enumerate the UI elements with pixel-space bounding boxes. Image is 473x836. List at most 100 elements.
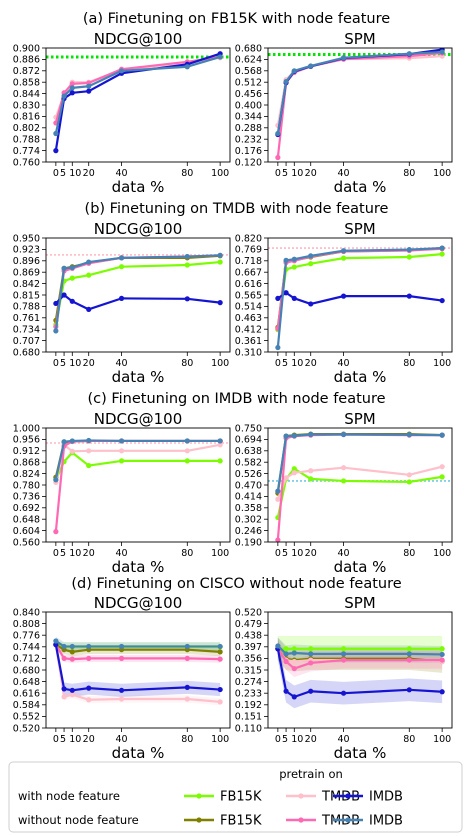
series-line bbox=[276, 465, 443, 500]
y-tick-label: 0.565 bbox=[235, 290, 262, 301]
x-tick-label: 20 bbox=[305, 168, 317, 179]
y-tick-label: 0.520 bbox=[235, 607, 262, 618]
panel-title: NDCG@100 bbox=[94, 30, 183, 48]
y-tick-label: 0.707 bbox=[13, 336, 40, 347]
data-point bbox=[217, 699, 223, 705]
data-point bbox=[217, 656, 223, 662]
data-point bbox=[439, 432, 445, 438]
data-point bbox=[308, 651, 314, 657]
data-point bbox=[439, 651, 445, 658]
y-tick-label: 1.000 bbox=[13, 423, 40, 434]
x-axis-label: data % bbox=[334, 558, 387, 576]
data-point bbox=[439, 689, 445, 695]
x-tick-label: 100 bbox=[433, 168, 451, 179]
y-tick-label: 0.923 bbox=[13, 245, 40, 256]
y-tick-label: 0.912 bbox=[13, 446, 40, 457]
data-point bbox=[308, 476, 314, 482]
y-tick-label: 0.584 bbox=[13, 700, 40, 711]
data-point bbox=[86, 655, 92, 662]
data-point bbox=[308, 261, 314, 267]
data-point bbox=[53, 529, 59, 535]
data-point bbox=[275, 295, 281, 301]
data-point bbox=[69, 649, 75, 655]
data-point bbox=[69, 85, 75, 91]
y-tick-label: 0.463 bbox=[235, 313, 262, 324]
plot-area bbox=[268, 431, 452, 542]
y-tick-label: 0.315 bbox=[235, 665, 262, 676]
data-point bbox=[283, 257, 289, 263]
y-tick-label: 0.560 bbox=[13, 537, 40, 548]
y-tick-label: 0.648 bbox=[13, 515, 40, 526]
data-point bbox=[308, 63, 314, 69]
y-tick-label: 0.680 bbox=[13, 347, 40, 358]
y-tick-label: 0.694 bbox=[235, 435, 262, 446]
panel-0-0: NDCG@1000.9000.8860.8720.8580.8440.8300.… bbox=[13, 30, 231, 196]
x-tick-label: 10 bbox=[69, 734, 81, 745]
x-tick-label: 80 bbox=[403, 548, 415, 559]
data-point bbox=[275, 154, 281, 161]
x-tick-label: 5 bbox=[282, 358, 288, 369]
panel-3-1: SPM0.5200.4790.4380.3970.3560.3150.2740.… bbox=[235, 594, 453, 762]
y-tick-label: 0.232 bbox=[235, 135, 262, 146]
y-tick-label: 0.438 bbox=[235, 631, 262, 642]
data-point bbox=[118, 68, 125, 74]
data-point bbox=[283, 688, 289, 694]
data-point bbox=[184, 296, 190, 302]
data-point bbox=[217, 300, 223, 306]
y-tick-label: 0.900 bbox=[13, 43, 40, 54]
y-tick-label: 0.648 bbox=[13, 677, 40, 688]
x-tick-label: 5 bbox=[60, 548, 66, 559]
data-point bbox=[275, 496, 281, 502]
error-band bbox=[55, 640, 221, 657]
y-tick-label: 0.310 bbox=[235, 347, 262, 358]
plot-area bbox=[46, 437, 230, 535]
x-tick-label: 20 bbox=[83, 548, 95, 559]
axes-frame bbox=[267, 47, 453, 163]
y-tick-label: 0.176 bbox=[235, 146, 262, 157]
x-tick-label: 100 bbox=[433, 548, 451, 559]
x-tick-label: 20 bbox=[305, 734, 317, 745]
data-point bbox=[291, 665, 297, 672]
data-point bbox=[69, 298, 75, 304]
y-tick-label: 0.110 bbox=[235, 723, 262, 734]
x-axis-label: data % bbox=[334, 368, 387, 386]
x-tick-label: 40 bbox=[338, 168, 350, 179]
data-point bbox=[291, 466, 297, 472]
y-tick-label: 0.361 bbox=[235, 336, 262, 347]
data-point bbox=[308, 431, 314, 438]
panel-1-1: SPM0.8200.7690.7180.6670.6160.5650.5140.… bbox=[235, 220, 453, 386]
legend-marker bbox=[298, 817, 304, 823]
axes-frame bbox=[267, 611, 453, 729]
x-tick-label: 80 bbox=[403, 168, 415, 179]
data-point bbox=[86, 685, 92, 691]
x-tick-label: 80 bbox=[403, 358, 415, 369]
y-tick-label: 0.358 bbox=[235, 503, 262, 514]
x-axis-label: data % bbox=[334, 178, 387, 196]
data-point bbox=[275, 130, 281, 137]
subfigure-1: (b) Finetuning on TMDB with node feature… bbox=[13, 201, 453, 386]
data-point bbox=[61, 93, 67, 99]
legend-row-label: with node feature bbox=[18, 789, 120, 803]
series-line bbox=[276, 48, 443, 135]
y-tick-label: 0.302 bbox=[235, 515, 262, 526]
subfigure-0: (a) Finetuning on FB15K with node featur… bbox=[13, 11, 453, 196]
data-point bbox=[308, 688, 314, 694]
x-tick-label: 5 bbox=[282, 168, 288, 179]
data-point bbox=[308, 646, 314, 652]
data-point bbox=[69, 687, 75, 693]
x-tick-label: 0 bbox=[275, 734, 281, 745]
data-point bbox=[340, 657, 347, 663]
x-tick-label: 80 bbox=[181, 358, 193, 369]
data-point bbox=[86, 88, 92, 94]
subfigure-title: (a) Finetuning on FB15K with node featur… bbox=[83, 11, 390, 27]
x-tick-label: 80 bbox=[403, 734, 415, 745]
legend-marker bbox=[196, 793, 202, 799]
data-point bbox=[340, 465, 347, 471]
y-tick-label: 0.886 bbox=[13, 55, 40, 66]
x-axis-label: data % bbox=[112, 178, 165, 196]
y-tick-label: 0.151 bbox=[235, 712, 262, 723]
data-point bbox=[184, 696, 190, 702]
data-point bbox=[86, 697, 92, 703]
plot-area bbox=[46, 51, 230, 154]
y-tick-label: 0.872 bbox=[13, 66, 40, 77]
